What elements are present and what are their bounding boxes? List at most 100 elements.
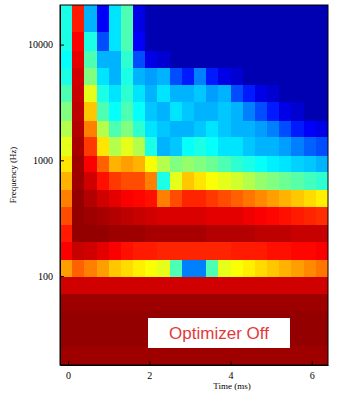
heatmap-cell xyxy=(316,329,328,347)
heatmap-cell xyxy=(84,31,97,50)
heatmap-cell xyxy=(97,259,110,277)
heatmap-cell xyxy=(218,85,231,103)
heatmap-cell xyxy=(60,311,73,330)
heatmap-cell xyxy=(97,156,110,173)
heatmap-cell xyxy=(182,206,195,225)
heatmap-cell xyxy=(145,85,158,103)
heatmap-cell xyxy=(231,156,244,173)
heatmap-cell xyxy=(316,31,328,50)
heatmap-cell xyxy=(194,206,207,225)
heatmap-cell xyxy=(157,67,170,85)
heatmap-cell xyxy=(109,121,122,138)
heatmap-cell xyxy=(206,5,219,32)
heatmap-cell xyxy=(255,137,268,156)
heatmap-cell xyxy=(109,224,122,242)
y-tick-mark xyxy=(60,160,64,161)
heatmap-cell xyxy=(267,102,280,121)
heatmap-cell xyxy=(133,67,146,85)
heatmap-cell xyxy=(194,241,207,260)
heatmap-cell xyxy=(194,156,207,173)
heatmap-cell xyxy=(304,85,317,103)
heatmap-cell xyxy=(84,50,97,68)
heatmap-cell xyxy=(157,241,170,260)
heatmap-cell xyxy=(60,50,73,68)
heatmap-cell xyxy=(182,85,195,103)
heatmap-cell xyxy=(60,102,73,121)
heatmap-cell xyxy=(304,311,317,330)
heatmap-cell xyxy=(84,102,97,121)
heatmap-cell xyxy=(157,85,170,103)
heatmap-cell xyxy=(72,156,85,173)
heatmap-cell xyxy=(316,224,328,242)
heatmap-cell xyxy=(206,206,219,225)
heatmap-cell xyxy=(243,31,256,50)
heatmap-cell xyxy=(72,224,85,242)
heatmap-cell xyxy=(291,346,304,365)
heatmap-cell xyxy=(170,294,183,312)
heatmap-cell xyxy=(133,102,146,121)
heatmap-cell xyxy=(182,31,195,50)
heatmap-cell xyxy=(170,172,183,191)
plot-frame xyxy=(60,5,328,365)
heatmap-cell xyxy=(121,189,134,207)
x-tick-label: 6 xyxy=(310,370,315,381)
heatmap-cell xyxy=(170,85,183,103)
heatmap-cell xyxy=(291,85,304,103)
heatmap-cell xyxy=(279,189,292,207)
heatmap-cell xyxy=(157,206,170,225)
heatmap-cell xyxy=(182,102,195,121)
heatmap-cell xyxy=(60,329,73,347)
heatmap-cell xyxy=(267,172,280,191)
heatmap-cell xyxy=(121,172,134,191)
heatmap-cell xyxy=(279,172,292,191)
heatmap-cell xyxy=(291,276,304,295)
heatmap-cell xyxy=(267,241,280,260)
heatmap-cell xyxy=(60,172,73,191)
heatmap-cell xyxy=(145,276,158,295)
heatmap-cell xyxy=(218,189,231,207)
heatmap-cell xyxy=(316,294,328,312)
heatmap-cell xyxy=(206,172,219,191)
heatmap-cell xyxy=(267,50,280,68)
heatmap-cell xyxy=(170,121,183,138)
heatmap-cell xyxy=(157,172,170,191)
heatmap-cell xyxy=(182,67,195,85)
heatmap-cell xyxy=(157,137,170,156)
heatmap-cell xyxy=(267,137,280,156)
heatmap-cell xyxy=(157,5,170,32)
heatmap-cell xyxy=(60,276,73,295)
heatmap-cell xyxy=(304,259,317,277)
heatmap-cell xyxy=(121,294,134,312)
heatmap-cell xyxy=(157,156,170,173)
heatmap-cell xyxy=(145,121,158,138)
heatmap-cell xyxy=(231,276,244,295)
heatmap-cell xyxy=(84,241,97,260)
x-axis-line xyxy=(61,365,329,366)
heatmap-cells xyxy=(60,5,328,365)
heatmap-cell xyxy=(206,294,219,312)
heatmap-cell xyxy=(121,85,134,103)
heatmap-cell xyxy=(133,172,146,191)
heatmap-cell xyxy=(97,294,110,312)
heatmap-cell xyxy=(182,259,195,277)
heatmap-cell xyxy=(255,224,268,242)
heatmap-cell xyxy=(72,311,85,330)
heatmap-cell xyxy=(182,5,195,32)
heatmap-cell xyxy=(231,206,244,225)
heatmap-cell xyxy=(84,206,97,225)
x-tick: 4 xyxy=(229,361,234,381)
heatmap-cell xyxy=(72,137,85,156)
heatmap-cell xyxy=(97,172,110,191)
heatmap-cell xyxy=(206,276,219,295)
heatmap-cell xyxy=(60,5,73,32)
heatmap-cell xyxy=(316,156,328,173)
x-tick-mark xyxy=(149,361,150,365)
heatmap-cell xyxy=(231,172,244,191)
heatmap-cell xyxy=(194,67,207,85)
heatmap-cell xyxy=(291,259,304,277)
heatmap-cell xyxy=(145,346,158,365)
heatmap-cell xyxy=(194,346,207,365)
heatmap-cell xyxy=(291,50,304,68)
heatmap-cell xyxy=(267,259,280,277)
heatmap-cell xyxy=(255,259,268,277)
